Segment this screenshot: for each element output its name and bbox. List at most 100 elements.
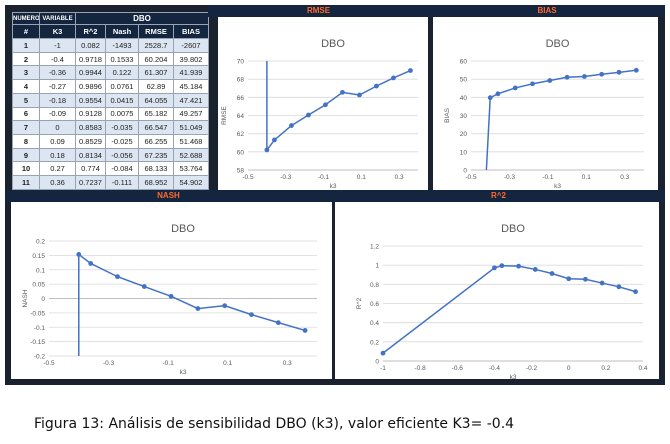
r2-xtick-label: -0.8 [415, 365, 427, 372]
nash-xtick-label: -0.1 [163, 360, 175, 367]
table-cell: 49.257 [172, 106, 210, 122]
table-cell: 0.09 [39, 134, 76, 149]
r2-xtick-label: -0.4 [489, 365, 501, 372]
nash-data-point [141, 284, 147, 289]
bias-xtick-label: 0.1 [582, 174, 591, 181]
caption-text: Análisis de sensibilidad DBO (k3), valor… [104, 416, 515, 432]
table-cell: 0.122 [105, 65, 139, 81]
bias-data-point [582, 74, 587, 79]
r2-ytick-label: 0.2 [370, 339, 379, 346]
table-cell: 53.764 [172, 161, 210, 177]
table-cell: 52.688 [172, 147, 210, 163]
nash-data-point [275, 320, 281, 326]
nash-xtick-label: -0.5 [43, 360, 55, 367]
caption-label: Figura 13: [34, 416, 104, 432]
rmse-ytick-label: 64 [237, 113, 245, 120]
table-cell: 1 [12, 38, 40, 53]
nash-ytick-label: 0.05 [32, 282, 45, 289]
rmse-band: RMSE [208, 5, 429, 17]
bias-panel: DBO 0 10 20 30 40 50 60 -0.5 -0.3 -0.1 0.1 0.3 k3 BIAS [433, 17, 658, 190]
nash-data-point [88, 261, 94, 266]
rmse-chart: DBO 58 60 62 64 66 68 70 -0.5 -0.3 -0.1 0.1 0.3 k3 RMS… [221, 38, 418, 190]
table-cell: 0.0415 [105, 92, 139, 108]
table-cell: 11 [12, 175, 40, 190]
rmse-data-point [408, 68, 413, 73]
column-header-row: # K3 R^2 Nash RMSE BIAS [12, 24, 210, 39]
table-cell: 0.1533 [105, 51, 139, 67]
rmse-ytick-label: 70 [237, 59, 245, 66]
bias-data-point [487, 95, 493, 101]
rmse-data-point [306, 112, 311, 118]
bias-data-point [599, 71, 605, 77]
table-cell: -0.4 [39, 51, 76, 67]
table-cell: -0.111 [105, 175, 139, 190]
r2-xtick-label: 0.4 [638, 365, 647, 372]
table-row: 3 -0.36 0.9944 0.122 61.307 41.939 [12, 65, 210, 81]
table-cell: -0.056 [105, 147, 139, 163]
header-variable: VARIABLE [39, 12, 76, 25]
rmse-xtick-label: -0.1 [318, 174, 330, 181]
header-group-dbo: DBO [74, 12, 210, 25]
table-cell: -0.18 [39, 92, 76, 108]
table-cell: 45.184 [172, 79, 210, 94]
table-cell: 39.802 [172, 51, 210, 67]
r2-xtick-label: 0.2 [601, 365, 610, 372]
r2-xtick-label: -0.2 [526, 365, 538, 372]
r2-ytick-label: 0.6 [370, 301, 379, 308]
rmse-data-point [289, 123, 294, 128]
table-cell: 0.27 [39, 161, 76, 177]
r2-data-point [549, 271, 555, 276]
bias-ytick-label: 30 [460, 113, 468, 120]
r2-data-point [380, 350, 386, 356]
table-cell: -0.36 [39, 65, 76, 81]
r2-data-point [532, 267, 538, 272]
table-cell: 8 [12, 134, 40, 149]
nash-title: DBO [171, 223, 195, 235]
table-cell: 62.89 [138, 79, 174, 94]
rmse-ytick-label: 58 [237, 168, 245, 175]
table-cell: 68.952 [138, 175, 174, 190]
column-header: # [12, 24, 40, 39]
rmse-series-line [266, 61, 411, 153]
nash-data-point [302, 328, 308, 333]
bias-ytick-label: 40 [460, 95, 468, 102]
r2-data-point [566, 276, 572, 282]
figure-caption: Figura 13: Análisis de sensibilidad DBO … [34, 416, 514, 432]
table-cell: 0 [39, 120, 76, 136]
nash-data-point [249, 312, 254, 317]
rmse-xlabel: k3 [330, 183, 337, 190]
nash-ytick-label: 0.2 [36, 239, 45, 246]
rmse-ytick-label: 66 [237, 95, 245, 102]
rmse-data-point [272, 137, 277, 143]
table-cell: 5 [12, 92, 40, 108]
table-cell: 4 [12, 79, 40, 94]
table-cell: 2 [12, 51, 40, 67]
nash-ytick-label: -0.2 [34, 354, 46, 361]
table-cell: 0.36 [39, 175, 76, 190]
figure-frame: NUMERO VARIABLE DBO # K3 R^2 Nash RMSE BIAS 1… [5, 5, 665, 385]
table-row: 2 -0.4 0.9718 0.1533 60.204 39.802 [12, 51, 210, 67]
nash-ylabel: NASH [22, 289, 29, 307]
table-cell: 2528.7 [138, 38, 174, 53]
r2-chart: DBO 0 0.2 0.4 0.6 0.8 1 1.2 -1 -0.8 -0.6 -0.4 -0.2 0 0… [356, 223, 648, 379]
nash-data-point [76, 252, 82, 257]
table-cell: 51.468 [172, 134, 210, 149]
rmse-ylabel: RMSE [221, 105, 228, 124]
bias-xtick-label: -0.1 [542, 174, 554, 181]
table-cell: -0.27 [39, 79, 76, 94]
r2-data-point [516, 263, 521, 269]
bias-ytick-label: 20 [460, 131, 468, 138]
r2-band: R^2 [332, 190, 665, 202]
table-cell: -0.084 [105, 161, 139, 177]
table-cell: 0.0075 [105, 106, 139, 122]
table-row: 4 -0.27 0.9896 0.0761 62.89 45.184 [12, 79, 210, 94]
nash-ytick-label: -0.15 [30, 339, 45, 346]
r2-panel: DBO 0 0.2 0.4 0.6 0.8 1 1.2 -1 -0.8 -0.6 -0.4 -0.2 0 0… [335, 202, 659, 379]
rmse-ytick-label: 62 [237, 131, 245, 138]
bias-ytick-label: 10 [460, 149, 468, 156]
r2-data-point [599, 280, 605, 286]
nash-xlabel: k3 [180, 369, 187, 376]
bias-data-point [547, 78, 553, 83]
r2-xlabel: k3 [510, 374, 517, 379]
rmse-xtick-label: 0.1 [357, 174, 366, 181]
